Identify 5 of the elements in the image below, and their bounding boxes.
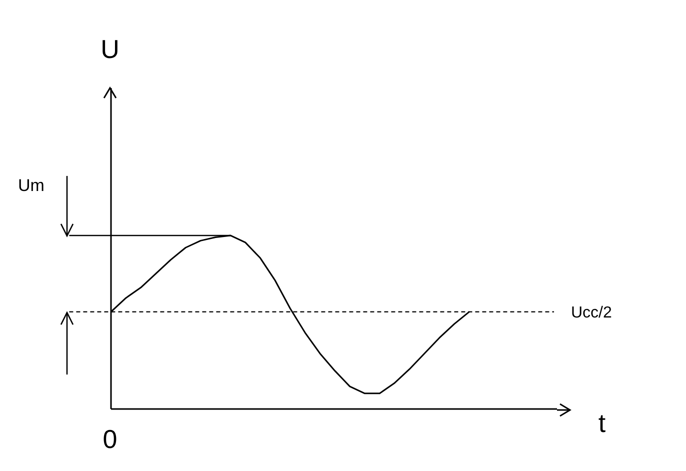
ref-line-label: Ucc/2 — [571, 304, 612, 322]
text: Um — [18, 176, 44, 195]
x-axis-title: t — [598, 408, 606, 438]
text: U — [100, 34, 120, 64]
text: 0 — [102, 424, 118, 454]
